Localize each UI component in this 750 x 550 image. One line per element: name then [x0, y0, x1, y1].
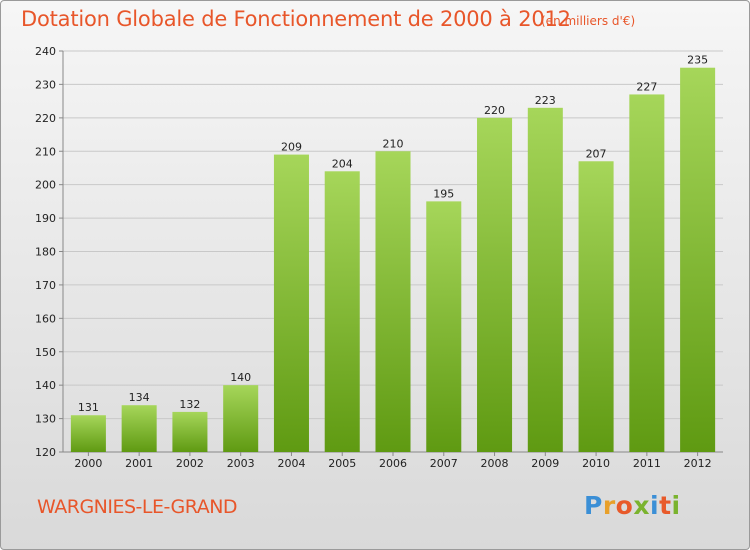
data-label: 207 [586, 147, 607, 160]
bar-2003 [223, 385, 259, 452]
data-label: 131 [78, 401, 99, 414]
data-label: 227 [636, 80, 657, 93]
data-label: 204 [332, 157, 353, 170]
logo-letter: P [584, 491, 603, 520]
logo-letter: r [602, 491, 616, 520]
x-tick-label: 2007 [430, 457, 458, 470]
logo-letter: i [671, 491, 681, 520]
bars [70, 67, 716, 453]
x-tick-label: 2012 [684, 457, 712, 470]
x-tick-label: 2004 [277, 457, 305, 470]
bar-2010 [578, 161, 614, 452]
y-tick-label: 210 [35, 145, 56, 158]
bar-2011 [629, 94, 665, 453]
bar-2008 [477, 117, 513, 452]
y-tick-label: 180 [35, 246, 56, 259]
data-label: 235 [687, 54, 708, 67]
chart-subtitle: (en milliers d'€) [541, 14, 636, 28]
y-tick-label: 130 [35, 413, 56, 426]
x-tick-label: 2002 [176, 457, 204, 470]
y-tick-label: 140 [35, 379, 56, 392]
bar-2006 [375, 151, 411, 452]
bar-2009 [527, 107, 563, 452]
data-label: 209 [281, 141, 302, 154]
bar-2007 [426, 201, 462, 452]
x-tick-label: 2011 [633, 457, 661, 470]
logo-letter: x [633, 491, 650, 520]
city-name: WARGNIES-LE-GRAND [37, 496, 238, 518]
x-tick-label: 2010 [582, 457, 610, 470]
logo-letter: t [659, 491, 672, 520]
data-label: 220 [484, 104, 505, 117]
logo-letter: i [650, 491, 660, 520]
bar-2005 [324, 171, 360, 453]
x-tick-label: 2001 [125, 457, 153, 470]
proxiti-logo[interactable]: Proxiti [584, 491, 681, 520]
y-tick-label: 120 [35, 446, 56, 459]
x-tick-label: 2000 [74, 457, 102, 470]
data-label: 140 [230, 371, 251, 384]
x-tick-label: 2006 [379, 457, 407, 470]
y-tick-label: 240 [35, 45, 56, 58]
y-tick-label: 160 [35, 312, 56, 325]
labels: 120 130 140 150 160 170 180 190 200 210 220 230 240 1… [35, 45, 712, 470]
y-tick-label: 190 [35, 212, 56, 225]
y-tick-label: 230 [35, 78, 56, 91]
y-tick-label: 150 [35, 346, 56, 359]
x-tick-label: 2005 [328, 457, 356, 470]
x-tick-label: 2009 [531, 457, 559, 470]
data-label: 132 [179, 398, 200, 411]
bar-2001 [121, 405, 157, 452]
data-label: 134 [129, 391, 150, 404]
y-tick-label: 170 [35, 279, 56, 292]
chart-title: Dotation Globale de Fonctionnement de 20… [21, 7, 571, 31]
x-tick-label: 2003 [227, 457, 255, 470]
y-tick-label: 220 [35, 112, 56, 125]
data-label: 210 [383, 137, 404, 150]
bar-2012 [680, 67, 716, 452]
bar-2002 [172, 411, 208, 452]
data-label: 195 [433, 187, 454, 200]
bar-2000 [70, 415, 106, 452]
logo-letter: o [615, 491, 634, 520]
x-tick-label: 2008 [481, 457, 509, 470]
data-label: 223 [535, 94, 556, 107]
bar-2004 [273, 154, 309, 452]
y-tick-label: 200 [35, 179, 56, 192]
